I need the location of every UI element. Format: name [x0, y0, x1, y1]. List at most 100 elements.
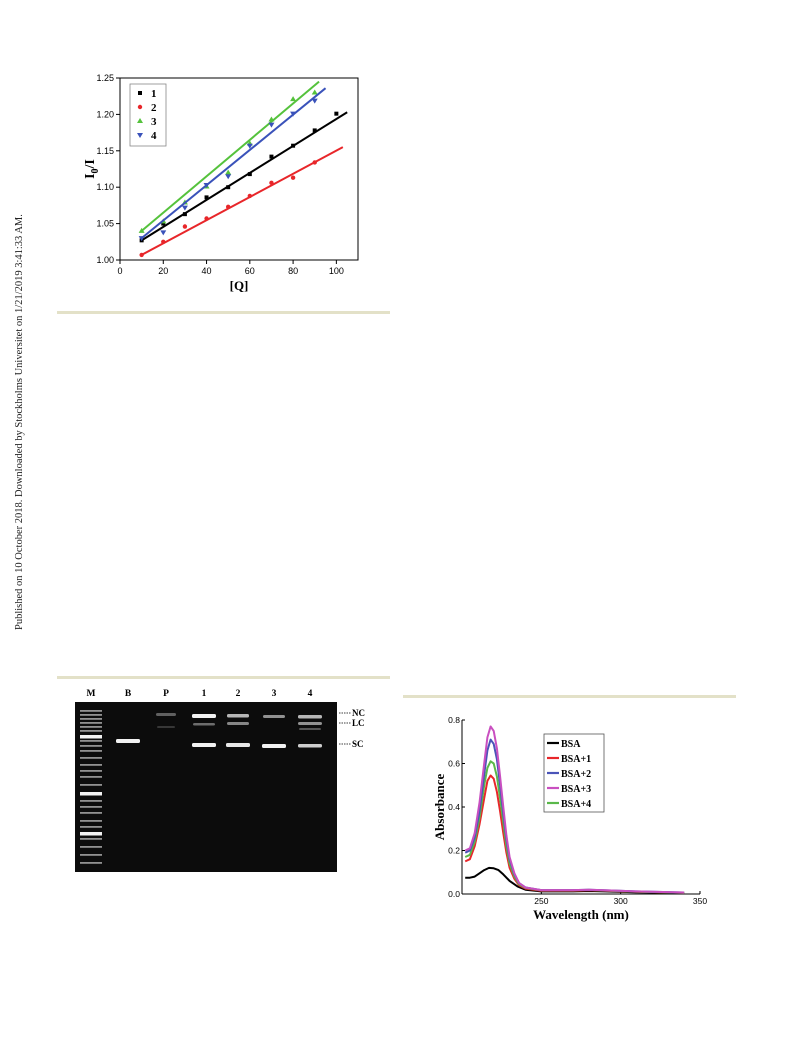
ladder-band	[80, 838, 102, 840]
stern-volmer-chart: 0 20 40 60 80 1001.001.051.101.151.201.25[Q]I…	[83, 73, 359, 292]
lane-label-B: B	[125, 689, 132, 699]
data-point	[312, 128, 317, 133]
data-point	[312, 160, 317, 165]
y-tick-label: 0.4	[448, 802, 460, 812]
ladder-band	[80, 820, 102, 822]
data-point	[269, 154, 274, 159]
y-tick-label: 1.20	[96, 109, 114, 119]
data-point	[160, 230, 167, 236]
ladder-band	[80, 846, 102, 848]
y-tick-label: 1.00	[96, 255, 114, 265]
y-tick-label: 1.15	[96, 146, 114, 156]
uv-absorbance-chart: 250 300 350 0.0 0.2 0.4 0.6 0.8 Wavelength (nm) A…	[432, 715, 707, 922]
figure-divider-gel	[57, 676, 390, 679]
band-1-sc	[192, 743, 216, 747]
legend: BSA BSA+1 BSA+2 BSA+3 BSA+4	[543, 733, 605, 813]
band-1-lc	[193, 723, 215, 726]
data-point	[226, 185, 231, 190]
legend-marker	[137, 118, 143, 123]
x-tick-label: 250	[534, 896, 548, 906]
ladder-band	[80, 745, 102, 747]
data-point	[290, 96, 297, 102]
band-label-SC: SC	[352, 739, 364, 749]
x-tick-label: 0	[117, 266, 122, 276]
legend-label: 2	[151, 102, 157, 114]
data-point	[225, 204, 231, 210]
series-4	[138, 87, 327, 242]
data-point	[225, 174, 232, 180]
legend: 1 2 3 4	[129, 83, 167, 147]
band-3-sc	[262, 744, 286, 748]
ladder-band	[80, 710, 102, 712]
download-watermark: Published on 10 October 2018. Downloaded…	[14, 50, 28, 630]
data-point	[204, 195, 209, 200]
data-point	[247, 172, 252, 177]
x-tick-label: 300	[614, 896, 628, 906]
ladder-band	[80, 764, 102, 766]
data-point	[203, 183, 210, 189]
y-tick-label: 0.2	[448, 846, 460, 856]
data-point	[138, 227, 145, 233]
lane-label-2: 2	[236, 689, 241, 699]
band-4-lc	[298, 722, 322, 725]
data-point	[161, 239, 166, 244]
plot-frame	[119, 77, 359, 261]
y-label-tail: /I	[83, 159, 98, 169]
data-point	[138, 236, 145, 242]
fit-line	[141, 111, 348, 242]
data-point	[161, 221, 166, 226]
ladder-band	[80, 726, 102, 728]
legend-marker	[137, 133, 143, 138]
lane-label-1: 1	[202, 689, 207, 699]
x-tick-label: 100	[329, 266, 344, 276]
ladder-band	[80, 750, 102, 752]
ladder-band	[80, 718, 102, 720]
data-point	[290, 111, 297, 117]
download-note-text: Published on 10 October 2018. Downloaded…	[14, 214, 25, 630]
legend-label: 1	[151, 88, 157, 100]
data-point	[268, 116, 275, 122]
ladder-band	[80, 714, 102, 716]
y-tick-label: 0.8	[448, 715, 460, 725]
data-point	[268, 122, 275, 128]
x-tick-label: 40	[202, 266, 212, 276]
band-3-nc	[263, 715, 285, 718]
band-2-sc	[226, 743, 250, 747]
series-1	[139, 111, 348, 243]
lane-label-3: 3	[272, 689, 277, 699]
legend-label: BSA+2	[561, 769, 591, 780]
data-point	[291, 143, 296, 148]
y-tick-label: 0.6	[448, 759, 460, 769]
legend-label: BSA	[561, 739, 581, 750]
ladder-band	[80, 812, 102, 814]
legend-marker	[137, 104, 143, 110]
y-tick-label: 1.10	[96, 182, 114, 192]
figure-divider-top	[57, 311, 390, 314]
x-tick-label: 350	[693, 896, 707, 906]
ladder-band	[80, 730, 102, 732]
data-point	[225, 169, 232, 175]
ladder-band	[80, 800, 102, 802]
legend-label: BSA+1	[561, 754, 591, 765]
band-p-nc	[156, 713, 176, 716]
band-2-nc	[227, 714, 249, 718]
data-point	[269, 180, 274, 186]
data-point	[182, 224, 188, 229]
ladder-band	[80, 740, 102, 742]
y-axis-label: Absorbance	[432, 774, 447, 841]
data-point	[311, 98, 318, 104]
data-point	[246, 143, 253, 149]
fit-line	[141, 87, 327, 239]
series-2	[139, 146, 344, 258]
y-label-subscript: 0	[90, 168, 101, 173]
fit-line	[140, 80, 320, 232]
ladder-band	[80, 832, 102, 836]
data-point	[290, 175, 296, 180]
ladder-band	[80, 722, 102, 724]
x-tick-label: 60	[245, 266, 255, 276]
band-4-nc	[298, 715, 322, 719]
ladder-band	[80, 826, 102, 828]
lane-label-P: P	[163, 689, 169, 699]
data-point	[311, 89, 318, 95]
ladder-band	[80, 776, 102, 778]
